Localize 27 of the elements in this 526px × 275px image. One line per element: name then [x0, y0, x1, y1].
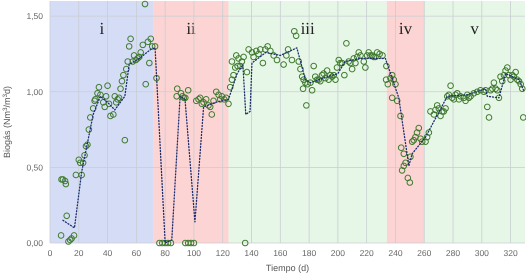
x-tick-label: 40	[102, 248, 113, 258]
x-tick-label: 220	[360, 248, 374, 258]
band-label: ii	[186, 19, 196, 38]
x-tick-label: 120	[216, 248, 230, 258]
x-tick-label: 160	[273, 248, 288, 258]
x-tick-label: 180	[302, 248, 316, 258]
x-tick-label: 260	[417, 248, 432, 258]
x-tick-label: 300	[474, 248, 490, 258]
x-tick-label: 20	[74, 248, 84, 258]
x-tick-label: 240	[388, 248, 403, 258]
x-axis-title: Tiempo (d)	[266, 263, 310, 273]
y-tick-label: 0,00	[26, 238, 44, 248]
band-label: i	[99, 19, 104, 38]
x-tick-label: 100	[186, 248, 202, 258]
band-label: iv	[398, 19, 413, 38]
x-tick-label: 0	[48, 248, 53, 258]
x-tick-label: 140	[244, 248, 259, 258]
band-label: iii	[300, 19, 316, 38]
x-tick-label: 60	[132, 248, 142, 258]
y-tick-label: 1,00	[26, 86, 44, 97]
y-tick-label: 1,50	[26, 11, 44, 22]
x-tick-label: 280	[446, 248, 460, 258]
x-tick-label: 200	[330, 248, 346, 258]
band-label: v	[470, 19, 480, 38]
y-tick-label: 0,50	[26, 162, 44, 172]
x-tick-label: 80	[160, 248, 170, 258]
x-tick-label: 320	[504, 248, 518, 258]
